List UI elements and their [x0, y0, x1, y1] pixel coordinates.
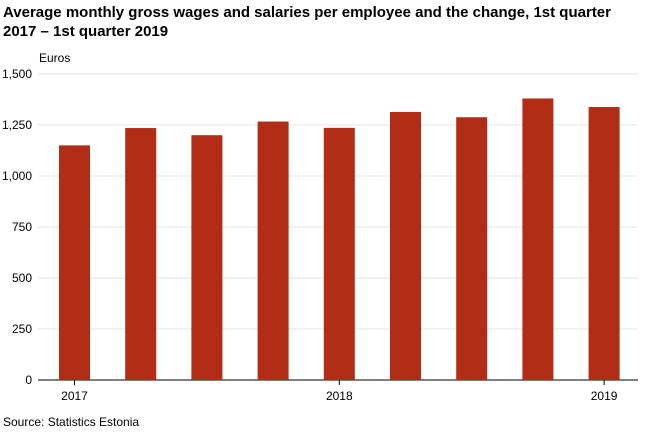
x-axis-ticks: 2017 2018 2019: [61, 380, 618, 403]
y-tick-label: 500: [12, 271, 32, 285]
bar: [588, 107, 620, 380]
chart-title: Average monthly gross wages and salaries…: [3, 4, 611, 40]
bar: [59, 145, 90, 380]
bars: [59, 98, 620, 381]
x-tick-label: 2018: [326, 389, 353, 403]
y-axis-ticks: 0 250 500 750 1,000 1,250 1,500: [2, 67, 32, 387]
x-tick-label: 2017: [61, 389, 88, 403]
x-tick-label: 2019: [591, 389, 618, 403]
bar: [257, 121, 289, 381]
y-tick-label: 750: [12, 220, 32, 234]
bar: [390, 111, 421, 380]
bar: [323, 127, 355, 380]
y-tick-label: 250: [12, 322, 32, 336]
y-tick-label: 0: [25, 373, 32, 387]
y-tick-label: 1,000: [2, 169, 32, 183]
y-tick-label: 1,250: [2, 118, 32, 132]
bar: [522, 98, 554, 380]
y-tick-label: 1,500: [2, 67, 32, 81]
bar: [456, 117, 488, 381]
bar: [191, 135, 223, 380]
bar: [125, 128, 157, 380]
source-note: Source: Statistics Estonia: [3, 415, 140, 429]
y-axis-label: Euros: [39, 51, 70, 65]
